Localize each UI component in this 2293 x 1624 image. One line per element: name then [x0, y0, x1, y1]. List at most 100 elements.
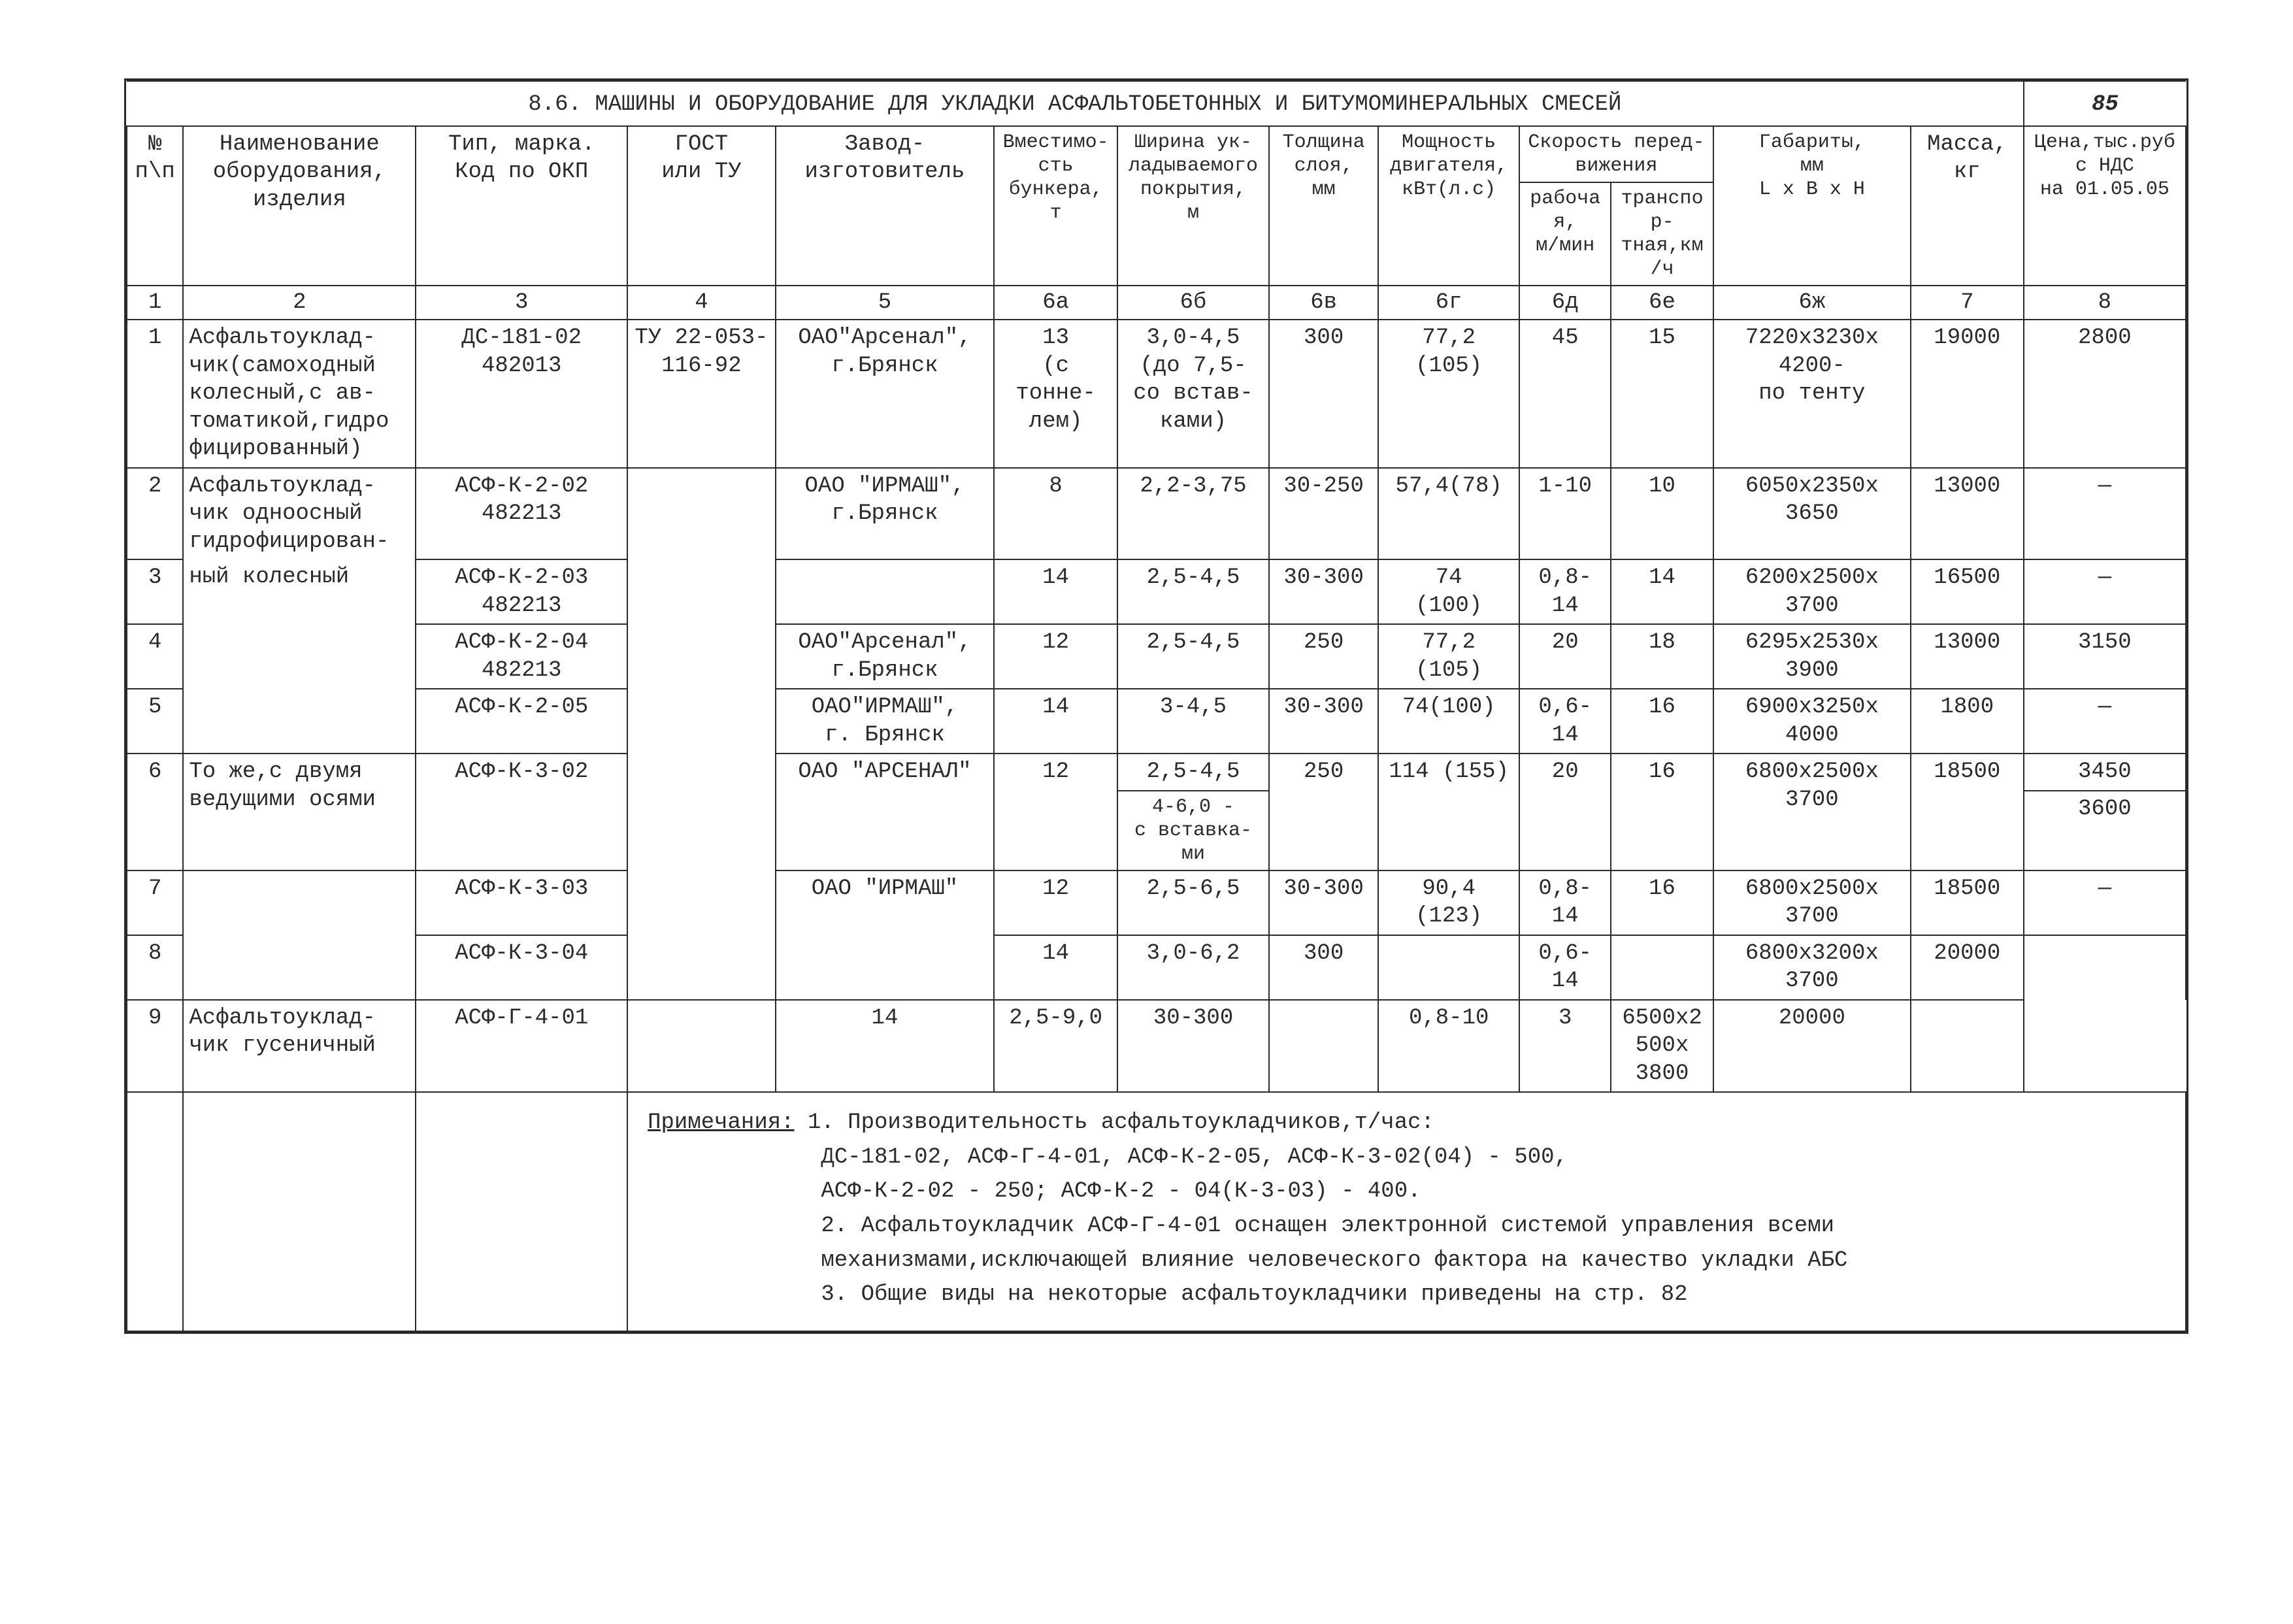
col-6a-header: Вмести­мо-стьбункера,т [994, 126, 1117, 286]
page-number: 85 [2024, 81, 2186, 126]
cell-power [1378, 935, 1519, 1000]
cell-vr: 20 [1519, 624, 1611, 689]
document-frame: 8.6. МАШИНЫ И ОБОРУДОВАНИЕ ДЛЯ УКЛАДКИ А… [124, 78, 2188, 1334]
cell-price2: 3600 [2024, 791, 2186, 870]
col-2-header: Наименованиеоборудования,изделия [183, 126, 416, 286]
notes-heading: Примечания: [648, 1110, 794, 1135]
cell-price [1911, 1000, 2024, 1093]
cell-n: 1 [127, 320, 183, 468]
cell-bunker: 12 [994, 754, 1117, 870]
cell-price: 3150 [2024, 624, 2186, 689]
col-6b-header: Ширина ук-ладываемогопокрытия,м [1117, 126, 1269, 286]
cell-bunker: 14 [776, 1000, 995, 1093]
table-row: 4 АСФ-К-2-04482213 ОАО"Арсенал",г.Брянск… [127, 624, 2186, 689]
notes-line-4: механизмами,исключающей влияние человече… [821, 1248, 1847, 1273]
col-3-header: Тип, марка.Код по ОКП [416, 126, 627, 286]
cell-bunker: 14 [994, 935, 1117, 1000]
cell-type: АСФ-К-2-03482213 [416, 559, 627, 624]
cell-vt: 16 [1611, 870, 1713, 935]
cell-price: — [2024, 468, 2186, 560]
cell-bunker: 14 [994, 689, 1117, 754]
cell-type: АСФ-К-3-04 [416, 935, 627, 1000]
notes-line-5: 3. Общие виды на некоторые асфальтоуклад… [821, 1282, 1687, 1307]
cell-vt: 18 [1611, 624, 1713, 689]
cell-factory [776, 935, 995, 1000]
cell-width: 2,5-4,5 [1117, 559, 1269, 624]
cell-power: 57,4(78) [1378, 468, 1519, 560]
cell-power [1269, 1000, 1378, 1093]
cell-dims: 6200х2500х3700 [1713, 559, 1911, 624]
title-row: 8.6. МАШИНЫ И ОБОРУДОВАНИЕ ДЛЯ УКЛАДКИ А… [127, 81, 2186, 126]
cell-dims: 6050х2350х3650 [1713, 468, 1911, 560]
cell-dims: 6800х2500х3700 [1713, 870, 1911, 935]
cell-mass: 20000 [1911, 935, 2024, 1000]
header-row-1: №п\п Наименованиеоборудования,изделия Ти… [127, 126, 2186, 182]
cell-thick: 250 [1269, 754, 1378, 870]
colnum-6e: 6е [1611, 286, 1713, 320]
cell-factory: ОАО "ИРМАШ",г.Брянск [776, 468, 995, 560]
cell-mass: 1800 [1911, 689, 2024, 754]
notes-empty-3 [416, 1092, 627, 1331]
cell-name: Асфальтоуклад-чик одноосныйгидрофицирова… [183, 468, 416, 560]
cell-price: 3450 [2024, 754, 2186, 791]
colnum-7: 7 [1911, 286, 2024, 320]
cell-type: АСФ-К-3-02 [416, 754, 627, 870]
main-table: 8.6. МАШИНЫ И ОБОРУДОВАНИЕ ДЛЯ УКЛАДКИ А… [126, 80, 2186, 1332]
col-5-header: Завод-изготовитель [776, 126, 995, 286]
cell-factory: ОАО "ИРМАШ" [776, 870, 995, 935]
cell-width: 3,0-6,2 [1117, 935, 1269, 1000]
cell-mass: 18500 [1911, 870, 2024, 935]
colnum-8: 8 [2024, 286, 2186, 320]
colnum-6zh: 6ж [1713, 286, 1911, 320]
notes-cell: Примечания: 1. Производительность асфаль… [627, 1092, 2186, 1331]
cell-n: 4 [127, 624, 183, 689]
cell-vr: 0,8-10 [1378, 1000, 1519, 1093]
cell-n: 5 [127, 689, 183, 754]
cell-width: 3-4,5 [1117, 689, 1269, 754]
cell-thick: 30-300 [1117, 1000, 1269, 1093]
cell-dims: 6500х2500х3800 [1611, 1000, 1713, 1093]
cell-dims: 6295х2530х3900 [1713, 624, 1911, 689]
cell-bunker: 14 [994, 559, 1117, 624]
cell-dims: 6800х2500х3700 [1713, 754, 1911, 870]
col-1-header: №п\п [127, 126, 183, 286]
col-6d-header: рабочая,м/мин [1519, 182, 1611, 286]
colnum-6g: 6г [1378, 286, 1519, 320]
cell-width: 2,2-3,75 [1117, 468, 1269, 560]
notes-empty-1 [127, 1092, 183, 1331]
table-row: 9 Асфальтоуклад-чик гусеничный АСФ-Г-4-0… [127, 1000, 2186, 1093]
cell-factory: ОАО"Арсенал",г.Брянск [776, 320, 995, 468]
cell-name: То же,с двумяведущими осями [183, 754, 416, 870]
cell-thick: 300 [1269, 935, 1378, 1000]
col-6e-header: транспор-тная,км/ч [1611, 182, 1713, 286]
cell-mass: 18500 [1911, 754, 2024, 870]
cell-thick: 30-250 [1269, 468, 1378, 560]
colnum-6v: 6в [1269, 286, 1378, 320]
cell-thick: 30-300 [1269, 870, 1378, 935]
col-4-header: ГОСТили ТУ [627, 126, 776, 286]
cell-mass: 16500 [1911, 559, 2024, 624]
cell-name: Асфальтоуклад-чик(самоходныйколесный,с а… [183, 320, 416, 468]
colnum-2: 2 [183, 286, 416, 320]
cell-price: — [2024, 870, 2186, 935]
table-row: 3 ный колесный АСФ-К-2-03482213 14 2,5-4… [127, 559, 2186, 624]
cell-n: 3 [127, 559, 183, 624]
cell-bunker: 12 [994, 624, 1117, 689]
cell-type: АСФ-К-2-04482213 [416, 624, 627, 689]
notes-line-0: 1. Производительность асфальтоукладчиков… [808, 1110, 1434, 1135]
notes-row: Примечания: 1. Производительность асфаль… [127, 1092, 2186, 1331]
notes-line-3: 2. Асфальтоукладчик АСФ-Г-4-01 оснащен э… [821, 1214, 1834, 1238]
cell-type: АСФ-К-3-03 [416, 870, 627, 935]
cell-vt [1611, 935, 1713, 1000]
cell-power: 77,2(105) [1378, 320, 1519, 468]
colnum-3: 3 [416, 286, 627, 320]
cell-power: 90,4(123) [1378, 870, 1519, 935]
cell-name [183, 624, 416, 689]
cell-power: 74(100) [1378, 559, 1519, 624]
cell-factory: ОАО"Арсенал",г.Брянск [776, 624, 995, 689]
cell-bunker: 8 [994, 468, 1117, 560]
cell-n: 8 [127, 935, 183, 1000]
cell-dims: 7220х3230х4200-по тенту [1713, 320, 1911, 468]
col-7-header: Масса,кг [1911, 126, 2024, 286]
cell-vr: 1-10 [1519, 468, 1611, 560]
